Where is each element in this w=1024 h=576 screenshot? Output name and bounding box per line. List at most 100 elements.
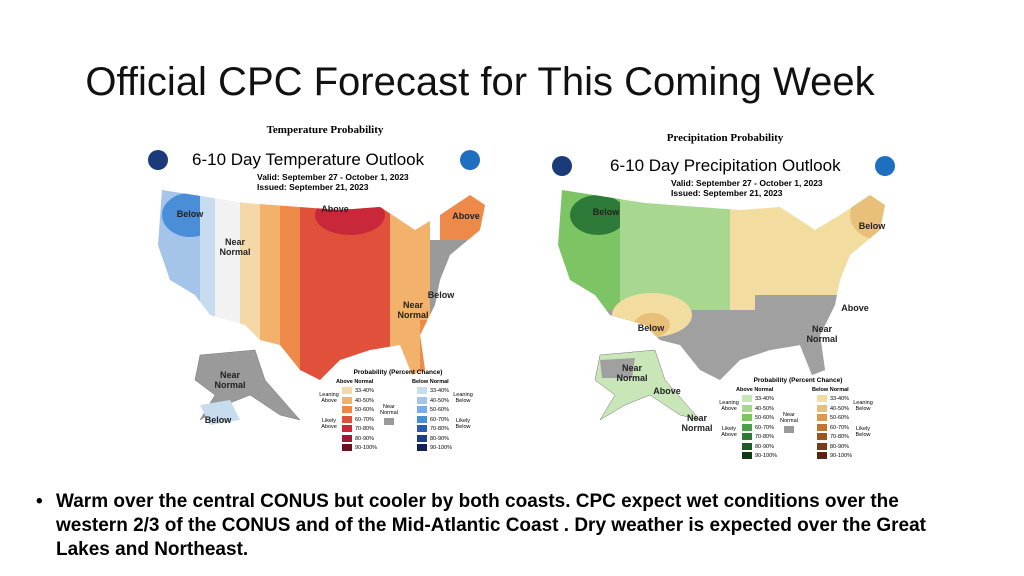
legend-range: 80-90% <box>430 435 449 442</box>
legend-likely-below: Likely Below <box>455 418 471 430</box>
legend-swatch <box>742 433 752 440</box>
legend-swatch <box>342 387 352 394</box>
legend-swatch <box>817 452 827 459</box>
issued-date: Issued: September 21, 2023 <box>671 188 783 198</box>
legend-range: 70-80% <box>355 426 374 432</box>
legend-swatch <box>417 406 427 413</box>
legend-range: 90-100% <box>755 453 778 459</box>
map-label: Near Normal <box>681 413 713 433</box>
legend-range: 80-90% <box>355 435 374 442</box>
map-label: Below <box>204 415 232 425</box>
legend-swatch <box>417 396 427 404</box>
map-graphic <box>148 150 485 425</box>
map-label: Near Normal <box>219 237 251 257</box>
valid-dates: Valid: September 27 - October 1, 2023 <box>671 178 823 188</box>
map-label: Above <box>653 386 681 396</box>
legend-range: 90-100% <box>355 445 378 451</box>
legend: Probability (Percent Chance) Above Normal… <box>718 377 878 466</box>
legend-swatch <box>342 406 352 413</box>
legend-range: 60-70% <box>430 416 449 423</box>
map-label: Below <box>427 290 455 300</box>
legend-swatch <box>742 414 752 421</box>
legend-range: 50-60% <box>830 415 849 421</box>
legend-swatch <box>342 396 352 404</box>
map-label: Above <box>321 204 349 214</box>
legend-swatch <box>417 415 427 423</box>
legend-swatch <box>817 442 827 450</box>
legend-leaning-below: Leaning Below <box>453 392 473 404</box>
map-graphic <box>552 156 895 421</box>
legend-leaning-above: Leaning Above <box>719 400 739 412</box>
legend-range: 80-90% <box>830 443 849 450</box>
legend-range: 33-40% <box>755 396 774 402</box>
legend-title: Probability (Percent Chance) <box>753 377 843 384</box>
valid-dates: Valid: September 27 - October 1, 2023 <box>257 172 409 182</box>
legend-near-normal: Near Normal <box>380 404 398 416</box>
legend-swatch <box>417 434 427 442</box>
legend-swatch <box>417 387 427 394</box>
legend-range: 70-80% <box>430 426 449 432</box>
legend-swatch <box>342 444 352 451</box>
legend-swatch <box>417 444 427 451</box>
legend-swatch <box>742 442 752 450</box>
legend-range: 90-100% <box>430 445 453 451</box>
legend-swatch <box>342 434 352 442</box>
legend-swatch <box>742 452 752 459</box>
legend-swatch <box>417 425 427 432</box>
map-heading: 6-10 Day Temperature Outlook <box>192 150 425 169</box>
legend-swatch <box>817 395 827 402</box>
legend-swatch <box>342 415 352 423</box>
map-label: Above <box>452 211 480 221</box>
legend-swatch <box>742 404 752 412</box>
bullet-text: Warm over the central CONUS but cooler b… <box>36 490 936 562</box>
legend-above: Above Normal <box>736 387 774 393</box>
legend-title: Probability (Percent Chance) <box>353 369 443 376</box>
legend-swatch <box>342 425 352 432</box>
legend-likely-above: Likely Above <box>321 418 337 430</box>
legend-swatch <box>742 395 752 402</box>
legend-range: 40-50% <box>430 397 449 404</box>
map-label: Below <box>592 207 620 217</box>
legend-range: 60-70% <box>830 424 849 431</box>
map-heading: 6-10 Day Precipitation Outlook <box>610 156 841 175</box>
legend-range: 50-60% <box>430 407 449 413</box>
legend-likely-above: Likely Above <box>721 426 737 438</box>
legend-swatch <box>817 414 827 421</box>
legend-swatch <box>817 433 827 440</box>
temperature-map: Temperature Probability 6-10 Day Tempera… <box>140 120 510 460</box>
slide-title: Official CPC Forecast for This Coming We… <box>85 60 875 104</box>
precipitation-map: Precipitation Probability 6-10 Day Preci… <box>540 120 910 460</box>
legend-range: 80-90% <box>755 443 774 450</box>
map-caption: Precipitation Probability <box>666 132 784 144</box>
legend-range: 50-60% <box>755 415 774 421</box>
issued-date: Issued: September 21, 2023 <box>257 182 369 192</box>
legend-range: 70-80% <box>830 434 849 440</box>
map-label: Below <box>637 323 665 333</box>
legend-range: 33-40% <box>355 388 374 394</box>
legend-swatch <box>742 423 752 431</box>
map-label: Near Normal <box>214 370 246 390</box>
legend-near-normal: Near Normal <box>780 412 798 424</box>
legend-leaning-above: Leaning Above <box>319 392 339 404</box>
legend-range: 40-50% <box>355 397 374 404</box>
map-label: Near Normal <box>806 324 838 344</box>
near-normal-swatch <box>384 418 394 425</box>
legend-range: 40-50% <box>755 405 774 412</box>
legend-range: 50-60% <box>355 407 374 413</box>
legend-swatch <box>817 404 827 412</box>
map-label: Near Normal <box>616 363 648 383</box>
legend-above: Above Normal <box>336 379 374 385</box>
legend: Probability (Percent Chance) Above Normal… <box>318 369 478 458</box>
map-label: Above <box>841 303 869 313</box>
map-label: Near Normal <box>397 300 429 320</box>
legend-range: 33-40% <box>830 396 849 402</box>
legend-below: Below Normal <box>412 379 449 385</box>
legend-range: 90-100% <box>830 453 853 459</box>
legend-range: 33-40% <box>430 388 449 394</box>
legend-range: 40-50% <box>830 405 849 412</box>
legend-swatch <box>817 423 827 431</box>
map-caption: Temperature Probability <box>266 124 384 136</box>
legend-range: 70-80% <box>755 434 774 440</box>
map-label: Below <box>176 209 204 219</box>
